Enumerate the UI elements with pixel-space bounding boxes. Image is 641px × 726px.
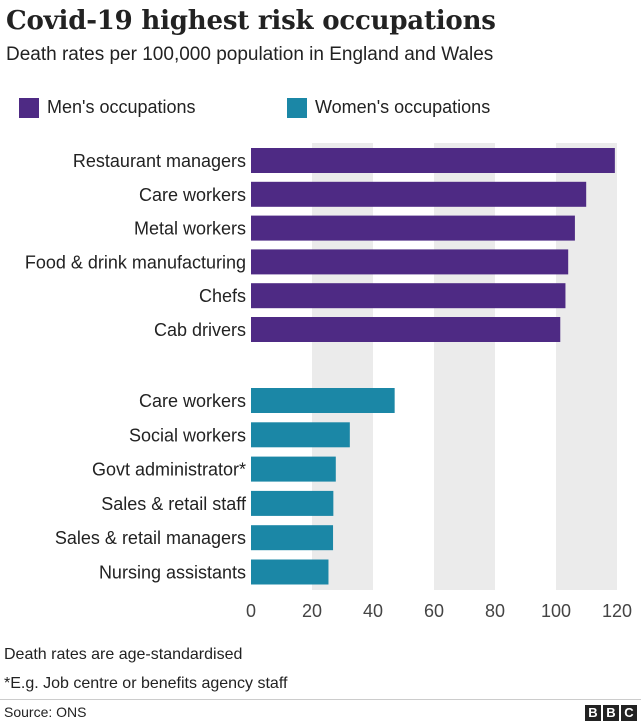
- category-label: Govt administrator*: [92, 460, 246, 480]
- bar-women: [251, 525, 334, 551]
- legend-label-women: Women's occupations: [315, 97, 491, 117]
- x-tick-label: 0: [246, 601, 256, 621]
- bar-women: [251, 559, 329, 585]
- grid-band: [312, 143, 373, 590]
- note-age-standardised: Death rates are age-standardised: [4, 646, 243, 663]
- x-tick-label: 100: [541, 601, 571, 621]
- legend-women: Women's occupations: [287, 97, 490, 118]
- category-label: Chefs: [199, 286, 246, 306]
- bar-men: [251, 215, 575, 241]
- bar-women: [251, 422, 350, 448]
- category-label: Food & drink manufacturing: [25, 252, 246, 272]
- category-label: Sales & retail staff: [101, 494, 247, 514]
- note-footnote: *E.g. Job centre or benefits agency staf…: [4, 675, 288, 692]
- logo-letter: B: [603, 705, 619, 721]
- source-text: Source: ONS: [4, 704, 87, 720]
- x-tick-label: 20: [302, 601, 322, 621]
- chart-title: Covid-19 highest risk occupations: [6, 6, 496, 36]
- legend-label-men: Men's occupations: [47, 97, 196, 117]
- legend-swatch-women: [287, 97, 307, 118]
- category-label: Care workers: [139, 185, 246, 205]
- bar-women: [251, 490, 334, 516]
- grid-band: [556, 143, 617, 590]
- x-tick-label: 40: [363, 601, 383, 621]
- x-tick-label: 120: [602, 601, 632, 621]
- category-label: Nursing assistants: [99, 563, 246, 583]
- legend-swatch-men: [19, 97, 39, 118]
- bar-men: [251, 317, 561, 342]
- bbc-logo: B B C: [585, 705, 637, 721]
- bar-men: [251, 181, 587, 207]
- category-label: Social workers: [129, 425, 246, 445]
- bar-men: [251, 148, 615, 173]
- grid-band: [434, 143, 495, 590]
- category-label: Cab drivers: [154, 320, 246, 340]
- legend-men: Men's occupations: [19, 97, 196, 118]
- bar-women: [251, 388, 395, 413]
- logo-letter: C: [621, 705, 637, 721]
- logo-letter: B: [585, 705, 601, 721]
- x-tick-label: 60: [424, 601, 444, 621]
- bar-women: [251, 456, 336, 482]
- category-label: Sales & retail managers: [55, 528, 246, 548]
- x-tick-label: 80: [485, 601, 505, 621]
- category-label: Restaurant managers: [73, 151, 246, 171]
- chart-subtitle: Death rates per 100,000 population in En…: [6, 44, 494, 65]
- bar-men: [251, 249, 569, 275]
- category-label: Care workers: [139, 391, 246, 411]
- bar-men: [251, 283, 566, 309]
- footer-divider: [0, 699, 641, 700]
- category-label: Metal workers: [134, 219, 246, 239]
